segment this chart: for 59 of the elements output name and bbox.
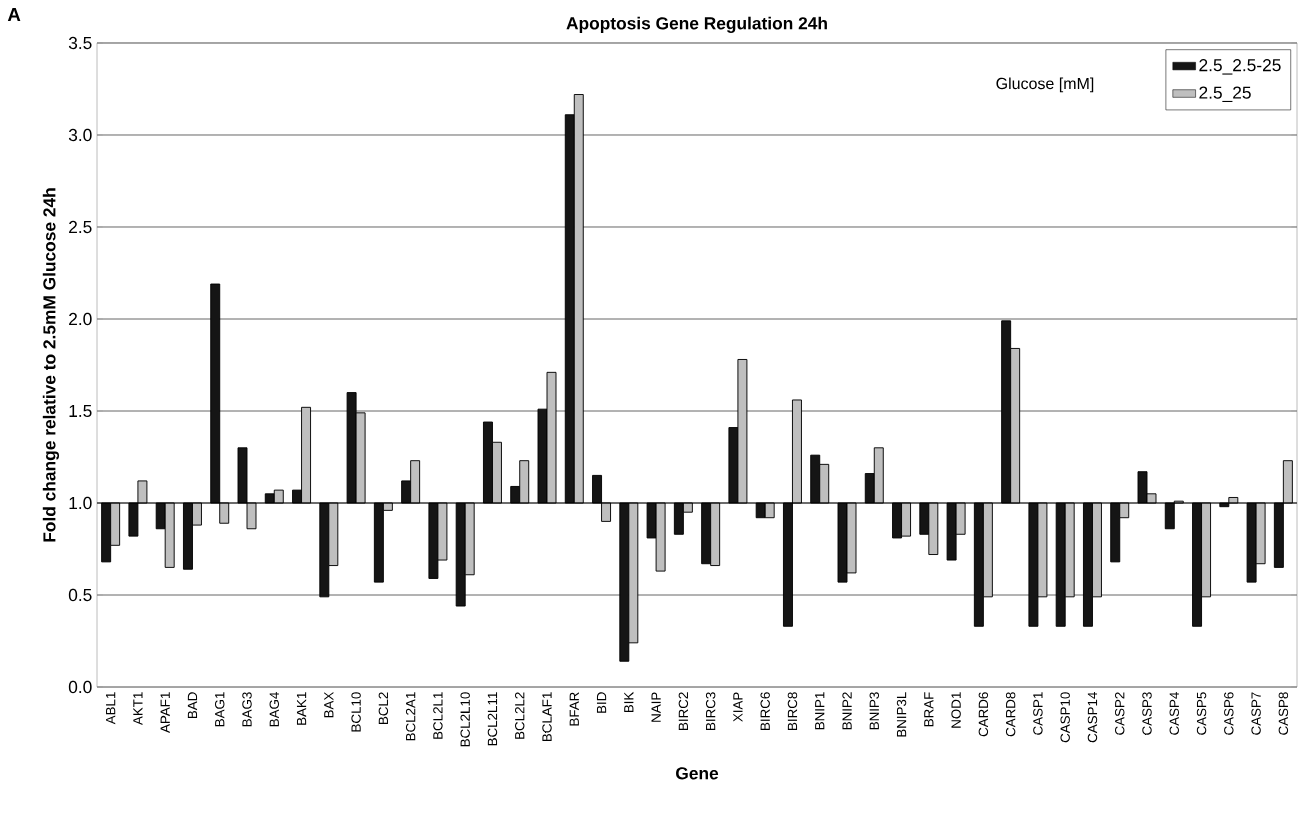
x-tick-label: CARD8 <box>1005 692 1016 737</box>
chart-title: Apoptosis Gene Regulation 24h <box>566 16 827 33</box>
x-tick-label: CASP3 <box>1142 692 1152 735</box>
x-tick-label: BAK1 <box>296 692 307 725</box>
x-tick-label: BIRC2 <box>678 692 689 730</box>
x-tick-label: BID <box>596 692 607 713</box>
y-tick-label: 1.5 <box>69 404 92 418</box>
y-tick-label: 3.0 <box>68 128 92 142</box>
y-tick-label: 3.5 <box>68 36 92 50</box>
annotation: Glucose [mM] <box>996 77 1094 93</box>
x-tick-label: ABL1 <box>106 692 116 725</box>
x-tick-label: CASP8 <box>1278 692 1289 735</box>
legend-label: 2.5_2.5-25 <box>1199 59 1281 75</box>
y-tick-label: 0.0 <box>68 680 92 694</box>
legend-label: 2.5_25 <box>1199 86 1251 103</box>
text: A <box>7 8 21 21</box>
x-tick-label: AKT1 <box>133 692 143 726</box>
x-tick-label: BIK <box>624 691 634 713</box>
x-tick-label: BIRC3 <box>705 692 716 730</box>
x-tick-label: BAX <box>324 691 334 718</box>
x-tick-label: BAD <box>187 692 198 719</box>
x-tick-label: BRAF <box>924 692 934 727</box>
x-tick-label: BCL2L2 <box>515 692 525 739</box>
x-tick-label: NAIP <box>651 692 661 722</box>
x-tick-label: BCL2L1 <box>433 692 443 739</box>
y-tick-label: 2.0 <box>69 312 92 326</box>
x-tick-label: BNIP3L <box>896 692 907 737</box>
x-tick-label: BAG4 <box>269 692 279 727</box>
x-tick-label: APAF1 <box>160 692 170 733</box>
x-tick-label: BNIP3 <box>869 692 879 730</box>
x-axis-title: Gene <box>676 767 719 780</box>
x-tick-label: CASP14 <box>1087 692 1098 743</box>
x-tick-label: BCL2A1 <box>405 692 416 741</box>
x-tick-label: BCL10 <box>351 692 361 732</box>
x-tick-label: BIRC6 <box>760 692 770 730</box>
x-tick-label: CASP6 <box>1224 692 1234 735</box>
x-tick-label: CASP1 <box>1033 692 1043 735</box>
x-tick-label: CASP7 <box>1251 692 1261 735</box>
x-tick-label: BCLAF1 <box>542 692 552 742</box>
x-tick-label: BCL2 <box>378 692 389 724</box>
x-tick-label: CASP10 <box>1060 692 1070 743</box>
x-tick-label: NOD1 <box>951 692 961 728</box>
x-tick-label: BFAR <box>569 692 579 726</box>
y-axis-title: Fold change relative to 2.5mM Glucose 24h <box>42 188 60 542</box>
x-tick-label: XIAP <box>733 692 743 722</box>
x-tick-label: CARD6 <box>978 692 989 737</box>
x-tick-label: BIRC8 <box>787 692 798 730</box>
x-tick-label: CASP5 <box>1196 692 1207 735</box>
x-tick-label: CASP2 <box>1115 692 1125 735</box>
y-tick-label: 0.5 <box>68 588 92 602</box>
x-tick-label: BCL2L11 <box>487 692 498 746</box>
y-tick-label: 2.5 <box>69 220 92 234</box>
x-tick-label: BNIP1 <box>815 692 825 730</box>
y-tick-label: 1.0 <box>69 496 92 510</box>
x-tick-label: BNIP2 <box>842 692 852 730</box>
x-tick-label: BAG1 <box>215 692 225 727</box>
x-tick-label: BCL2L10 <box>460 692 470 747</box>
x-tick-label: CASP4 <box>1169 692 1179 735</box>
x-tick-label: BAG3 <box>242 692 252 727</box>
